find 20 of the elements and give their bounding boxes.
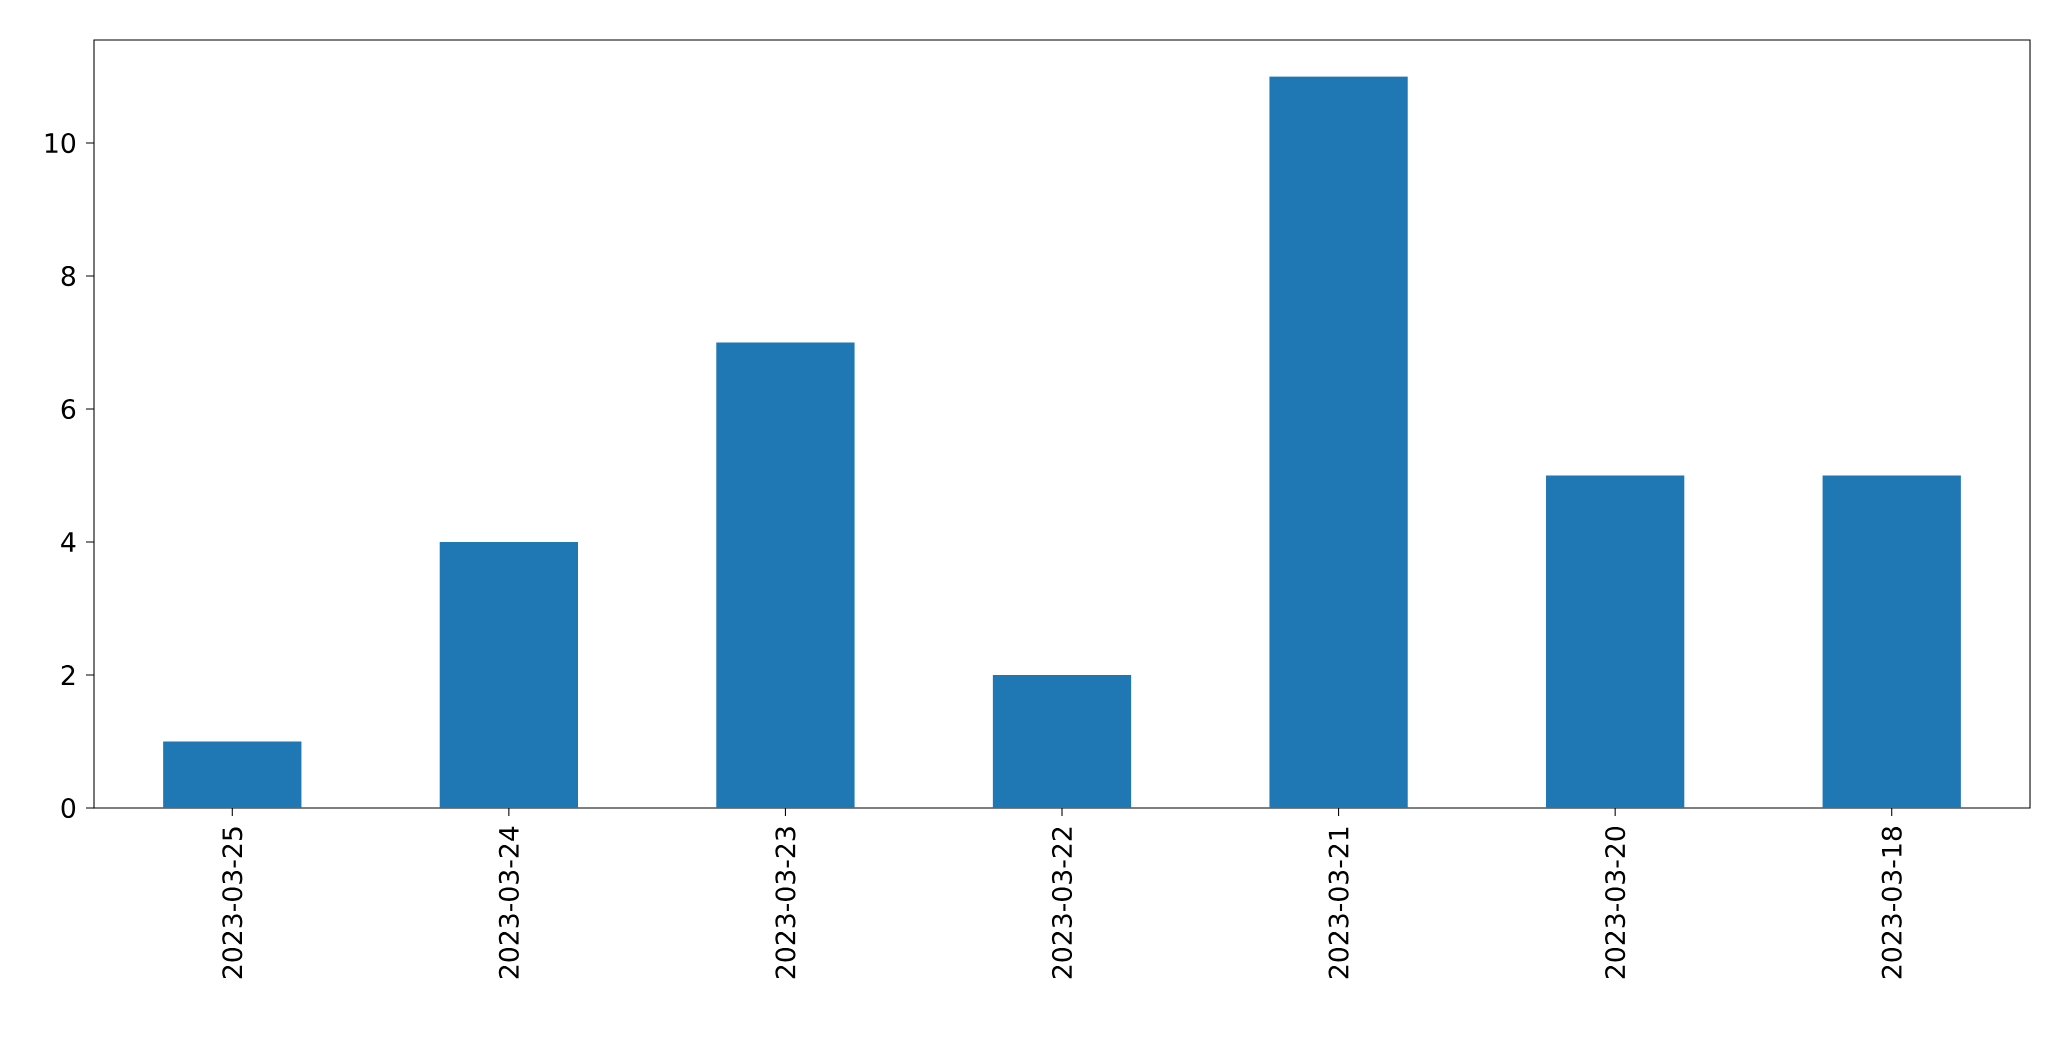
y-tick-label: 6 xyxy=(61,398,76,420)
y-tick-label: 4 xyxy=(61,532,76,552)
bar xyxy=(439,542,578,808)
bar xyxy=(716,342,855,808)
x-tick-label: 2023-03-23 xyxy=(775,827,796,979)
bar xyxy=(992,675,1132,808)
bar xyxy=(1546,475,1685,808)
x-tick-label: 2023-03-24 xyxy=(498,826,519,979)
x-tick-label: 2023-03-21 xyxy=(1328,827,1349,979)
bar xyxy=(1269,76,1408,808)
y-tick-label: 10 xyxy=(45,132,76,154)
x-tick-label: 2023-03-25 xyxy=(222,827,243,979)
bar xyxy=(163,741,302,808)
x-tick-label: 2023-03-22 xyxy=(1051,827,1073,979)
y-tick-label: 2 xyxy=(61,665,75,685)
y-tick-label: 8 xyxy=(61,265,76,287)
x-tick-label: 2023-03-20 xyxy=(1605,826,1626,979)
bar xyxy=(1822,475,1961,808)
y-tick-label: 0 xyxy=(61,797,76,819)
x-tick-label: 2023-03-18 xyxy=(1881,827,1902,979)
